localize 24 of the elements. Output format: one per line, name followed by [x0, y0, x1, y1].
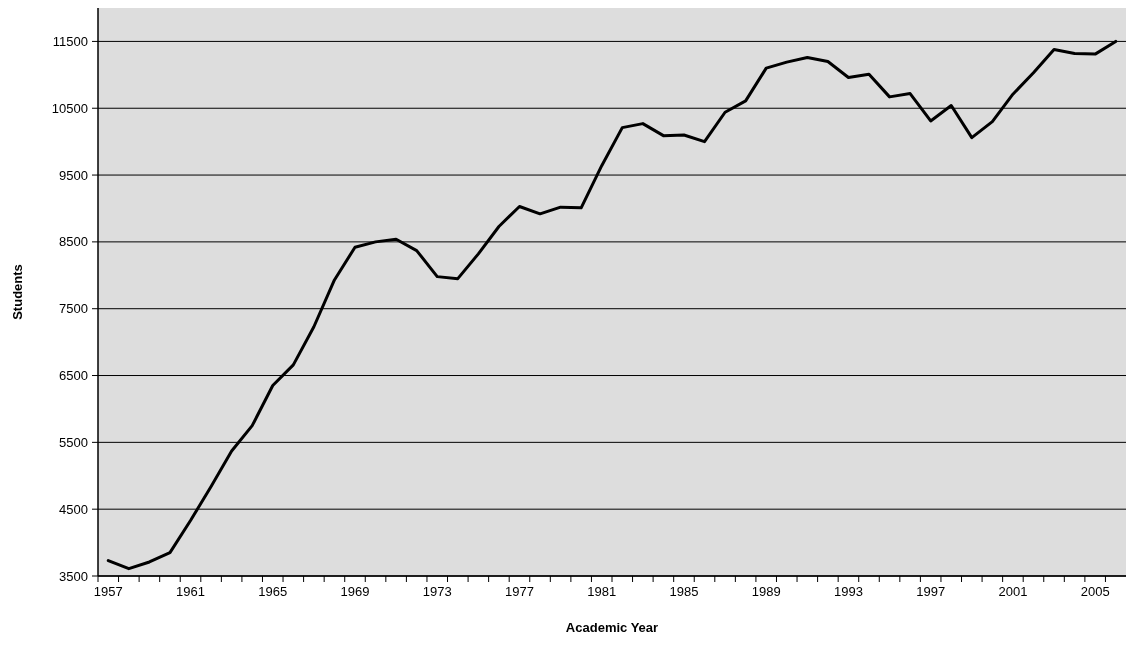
x-axis-title: Academic Year [565, 620, 659, 635]
x-tick-label: 1981 [587, 584, 617, 599]
y-tick-label: 5500 [59, 434, 88, 450]
x-tick-label: 1957 [93, 584, 123, 599]
y-axis-title: Students [10, 264, 25, 320]
y-tick-label: 11500 [52, 33, 88, 49]
y-tick-label: 9500 [59, 167, 88, 183]
y-tick-label: 7500 [59, 301, 88, 317]
x-tick-label: 1973 [422, 584, 452, 599]
x-tick-label: 1985 [669, 584, 699, 599]
x-tick-label: 1965 [258, 584, 288, 599]
y-tick-label: 4500 [59, 501, 88, 517]
y-tick-label: 3500 [59, 568, 88, 584]
y-tick-label: 6500 [59, 368, 88, 384]
y-tick-label: 8500 [59, 234, 88, 250]
x-tick-label: 1993 [833, 584, 863, 599]
x-tick-label: 1989 [751, 584, 781, 599]
x-tick-label: 1977 [505, 584, 534, 599]
x-tick-label: 1961 [176, 584, 205, 599]
x-tick-label: 2005 [1080, 584, 1110, 599]
x-tick-label: 2001 [998, 584, 1028, 599]
x-tick-label: 1997 [916, 584, 946, 599]
x-tick-label: 1969 [340, 584, 370, 599]
y-tick-label: 10500 [51, 100, 88, 116]
